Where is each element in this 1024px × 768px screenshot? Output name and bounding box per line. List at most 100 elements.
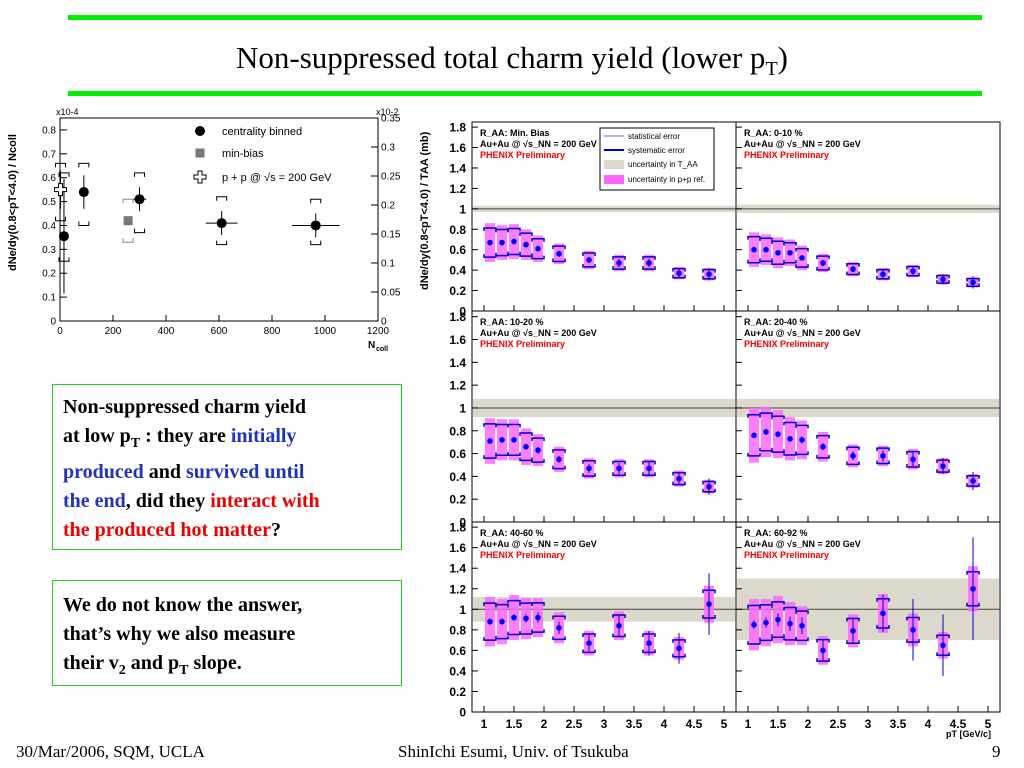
- sys-bracket: [216, 240, 228, 246]
- question-line-3: produced and survived until: [63, 461, 305, 483]
- panel-1: R_AA: 0-10 %Au+Au @ √s_NN = 200 GeVPHENI…: [735, 121, 1001, 312]
- y2-tick-label: 0.1: [381, 259, 395, 270]
- legend-pp-swatch: [604, 175, 624, 184]
- y-tick-label: 1.2: [449, 582, 466, 596]
- x-tick-label: 1.5: [770, 717, 787, 731]
- x-tick-label: 1: [745, 717, 752, 731]
- sys-bracket-bottom: [507, 251, 521, 256]
- sys-bracket-top: [612, 614, 626, 618]
- sys-bracket-bottom: [612, 633, 626, 638]
- sys-bracket-top: [582, 633, 596, 637]
- y-tick-label: 1.8: [449, 521, 466, 535]
- y-tick-label: 0: [50, 317, 56, 328]
- data-point: [751, 621, 757, 628]
- y-tick-label: 1.4: [449, 356, 466, 370]
- panel-label: R_AA: Min. Bias: [480, 128, 550, 138]
- data-point: [970, 478, 976, 484]
- sys-bracket-top: [759, 237, 773, 242]
- legend-label: centrality binned: [222, 126, 302, 138]
- sys-bracket-bottom: [483, 455, 497, 459]
- y2-tick-label: 0.15: [381, 230, 401, 241]
- data-point: [910, 456, 916, 463]
- legend-marker-minbias: [195, 148, 205, 158]
- sys-bracket-top: [876, 268, 890, 273]
- data-point: [676, 645, 682, 652]
- sys-bracket-bottom: [495, 635, 509, 640]
- sys-bracket-top: [771, 601, 785, 605]
- data-point: [787, 620, 793, 627]
- x-tick-label: 4: [925, 717, 932, 731]
- data-point: [616, 465, 622, 472]
- y2-tick-label: 0.25: [381, 172, 401, 183]
- x-tick-label: 1000: [314, 326, 337, 337]
- sys-bracket-top: [783, 242, 797, 246]
- data-point: [880, 610, 886, 617]
- data-point: [487, 438, 493, 444]
- data-point: [787, 435, 793, 442]
- panel-3: R_AA: 20-40 %Au+Au @ √s_NN = 200 GeVPHEN…: [735, 310, 1001, 523]
- x-tick-label: 2.5: [830, 717, 847, 731]
- sys-bracket-top: [795, 610, 809, 615]
- y-tick-label: 0.4: [449, 264, 466, 278]
- data-point: [646, 260, 652, 266]
- data-point: [706, 483, 712, 490]
- y-tick-label: 1: [459, 401, 466, 415]
- footer-author: ShinIchi Esumi, Univ. of Tsukuba: [398, 742, 629, 761]
- y-tick-label: 0: [459, 516, 466, 530]
- data-point: [586, 640, 592, 646]
- y-tick-label: 0.8: [449, 424, 466, 438]
- y-tick-label: 0: [459, 305, 466, 319]
- legend-marker-centrality: [195, 126, 205, 136]
- sys-bracket-top: [612, 460, 626, 465]
- sys-bracket-top: [759, 412, 773, 417]
- data-point: [763, 429, 769, 435]
- data-point: [706, 271, 712, 278]
- sys-bracket-bottom: [876, 460, 890, 465]
- y-tick-label: 0: [459, 706, 466, 720]
- sys-bracket-bottom: [612, 472, 626, 476]
- sys-bracket-top: [816, 638, 830, 643]
- y-tick-label: 0.6: [449, 644, 466, 658]
- y-tick-label: 0.6: [449, 447, 466, 461]
- data-point: [676, 475, 682, 482]
- sys-bracket-top: [747, 414, 761, 418]
- data-point: [487, 239, 493, 246]
- y-tick-label: 0.8: [449, 223, 466, 237]
- y-tick-label: 0.4: [42, 221, 56, 232]
- x-tick-label: 5: [721, 717, 728, 731]
- y-tick-label: 0.2: [449, 284, 466, 298]
- legend-label: statistical error: [628, 132, 680, 141]
- sys-bracket-top: [531, 237, 545, 242]
- legend-label: uncertainty in p+p ref.: [628, 175, 705, 184]
- sys-bracket: [122, 238, 134, 243]
- data-point: [799, 255, 805, 261]
- sys-bracket-bottom: [759, 258, 773, 262]
- sys-bracket-top: [582, 252, 596, 257]
- sys-bracket-top: [846, 263, 860, 267]
- data-point: [535, 245, 541, 252]
- data-point: [970, 279, 976, 286]
- sys-bracket-bottom: [519, 457, 533, 462]
- data-point: [850, 453, 856, 459]
- legend-marker-pp: [193, 170, 207, 184]
- sys-bracket-bottom: [582, 649, 596, 654]
- sys-bracket-bottom: [582, 263, 596, 268]
- data-point: [499, 618, 505, 625]
- y2-tick-label: 0: [381, 317, 387, 328]
- sys-bracket-top: [531, 602, 545, 606]
- question-line-2: at low pT : they are initially: [63, 425, 297, 451]
- panel-system: Au+Au @ √s_NN = 200 GeV: [744, 328, 861, 338]
- x-tick-label: 2: [541, 717, 548, 731]
- sys-bracket-bottom: [795, 264, 809, 268]
- data-point: [775, 616, 781, 623]
- legend-label: p + p @ √s = 200 GeV: [222, 172, 332, 184]
- sys-bracket-top: [795, 424, 809, 429]
- raa-panel-chart: 0 0.2 0.4 0.6 0.8 1 1.2 1.4 1.6 1.8 R_AA: Min. Bia…: [419, 121, 1001, 739]
- sys-bracket-top: [795, 247, 809, 252]
- sys-bracket-top: [552, 245, 566, 250]
- panel-4: 0 0.2 0.4 0.6 0.8 1 1.2 1.4 1.6 1.8 R_AA: 40-60 %A…: [449, 521, 737, 720]
- panel-label: R_AA: 20-40 %: [744, 317, 808, 327]
- panel-system: Au+Au @ √s_NN = 200 GeV: [480, 139, 597, 149]
- data-point: [586, 257, 592, 263]
- data-point: [511, 614, 517, 621]
